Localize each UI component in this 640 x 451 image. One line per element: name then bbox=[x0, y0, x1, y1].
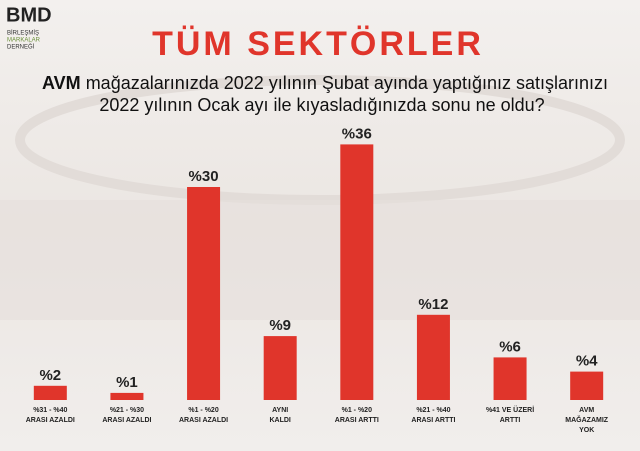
value-label: %36 bbox=[342, 125, 372, 142]
x-tick-label: %21 - %30 bbox=[110, 407, 144, 414]
x-tick-label: ARASI AZALDI bbox=[102, 417, 151, 424]
value-label: %9 bbox=[269, 317, 291, 334]
subtitle-bold: AVM bbox=[42, 73, 81, 93]
x-tick-label: ARASI ARTTI bbox=[335, 417, 379, 424]
value-label: %12 bbox=[418, 296, 448, 313]
decor bbox=[0, 200, 640, 320]
x-tick-label: AVM bbox=[579, 407, 594, 414]
x-tick-label: %1 - %20 bbox=[188, 407, 218, 414]
x-tick-label: %1 - %20 bbox=[342, 407, 372, 414]
bar bbox=[110, 392, 144, 400]
bar bbox=[493, 357, 527, 400]
bar bbox=[33, 385, 67, 400]
x-tick-label: MAĞAZAMIZ bbox=[565, 415, 608, 424]
x-tick-label: ARASI AZALDI bbox=[179, 417, 228, 424]
chart-title: TÜM SEKTÖRLER bbox=[152, 25, 484, 63]
bar bbox=[263, 336, 297, 400]
subtitle-line: 2022 yılının Ocak ayı ile kıyasladığınız… bbox=[99, 95, 544, 115]
subtitle-line: mağazalarınızda 2022 yılının Şubat ayınd… bbox=[86, 73, 608, 93]
x-tick-label: %41 VE ÜZERİ bbox=[486, 405, 534, 414]
x-tick-label: ARASI AZALDI bbox=[26, 417, 75, 424]
bar bbox=[187, 187, 221, 400]
value-label: %1 bbox=[116, 374, 138, 391]
bar bbox=[570, 371, 604, 400]
subtitle: AVM mağazalarınızda 2022 yılının Şubat a… bbox=[42, 73, 608, 93]
bar bbox=[340, 144, 374, 400]
logo-line: BİRLEŞMİŞ bbox=[7, 30, 39, 37]
bar bbox=[416, 314, 450, 400]
x-tick-label: YOK bbox=[579, 427, 594, 434]
x-tick-label: %21 - %40 bbox=[416, 407, 450, 414]
value-label: %2 bbox=[39, 367, 61, 384]
x-tick-label: KALDI bbox=[269, 417, 290, 424]
x-tick-label: ARASI ARTTI bbox=[411, 417, 455, 424]
value-label: %30 bbox=[189, 168, 219, 185]
value-label: %6 bbox=[499, 338, 521, 355]
value-label: %4 bbox=[576, 353, 598, 370]
x-tick-label: ARTTI bbox=[500, 417, 521, 424]
logo-line: MARKALAR bbox=[7, 38, 41, 44]
logo-line: DERNEĞİ bbox=[7, 44, 35, 51]
logo-name: BMD bbox=[6, 4, 52, 26]
x-tick-label: %31 - %40 bbox=[33, 407, 67, 414]
x-tick-label: AYNI bbox=[272, 407, 288, 414]
